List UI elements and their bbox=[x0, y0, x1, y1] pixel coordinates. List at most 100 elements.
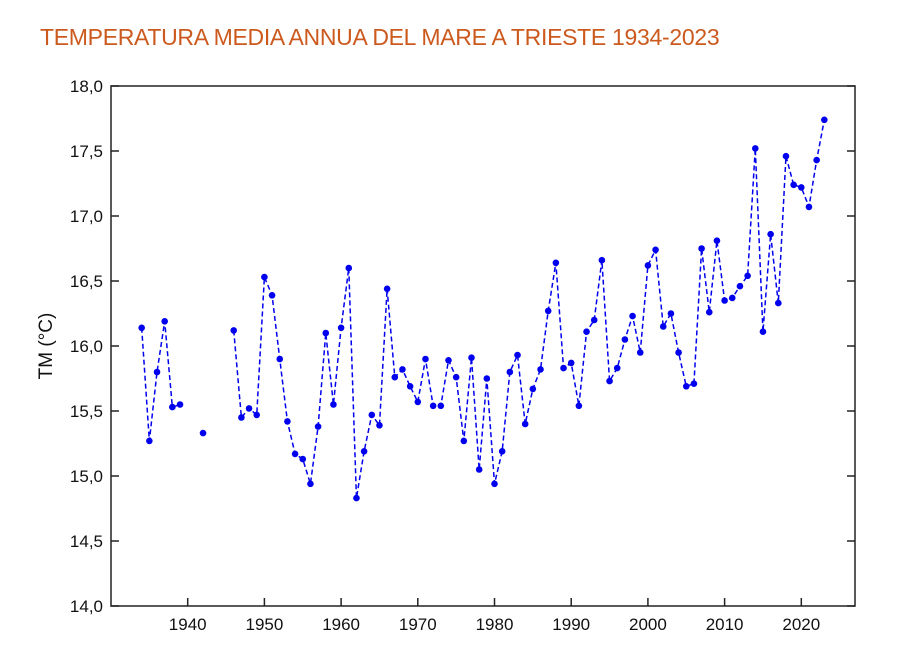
data-point bbox=[437, 402, 445, 410]
data-point bbox=[498, 448, 506, 455]
x-tick-label: 1950 bbox=[245, 615, 283, 634]
data-point bbox=[330, 401, 337, 408]
data-point bbox=[353, 494, 360, 502]
data-point bbox=[805, 203, 813, 211]
data-point bbox=[483, 375, 491, 382]
data-point bbox=[514, 351, 521, 359]
data-point bbox=[621, 336, 629, 343]
data-point bbox=[567, 359, 575, 367]
x-tick-label: 2000 bbox=[629, 615, 667, 634]
y-tick-label: 18,0 bbox=[70, 77, 103, 96]
data-point bbox=[698, 245, 705, 252]
data-point bbox=[774, 299, 782, 307]
data-point bbox=[575, 402, 583, 410]
series-line-segment bbox=[140, 321, 181, 441]
data-point bbox=[629, 312, 636, 320]
data-point bbox=[238, 414, 245, 421]
data-point bbox=[552, 259, 560, 267]
data-point bbox=[245, 405, 253, 412]
data-point bbox=[590, 316, 598, 324]
data-point bbox=[199, 429, 207, 437]
data-point bbox=[506, 368, 514, 376]
data-point bbox=[728, 294, 736, 302]
data-point bbox=[146, 437, 153, 445]
data-point bbox=[322, 329, 330, 337]
data-point bbox=[813, 156, 820, 164]
data-point bbox=[406, 383, 414, 390]
data-point bbox=[705, 308, 713, 316]
data-point bbox=[537, 366, 544, 373]
y-tick-label: 17,0 bbox=[70, 207, 103, 226]
data-point bbox=[383, 285, 391, 293]
data-point bbox=[414, 398, 422, 406]
x-tick-label: 2020 bbox=[782, 615, 820, 634]
data-point bbox=[475, 466, 483, 473]
data-point bbox=[276, 355, 284, 363]
data-point bbox=[169, 403, 176, 411]
data-point bbox=[460, 437, 468, 445]
data-point bbox=[782, 152, 790, 160]
series-line-segment bbox=[232, 119, 826, 499]
data-point bbox=[138, 324, 145, 332]
data-point bbox=[736, 282, 744, 290]
data-point bbox=[644, 262, 652, 269]
data-point bbox=[583, 328, 590, 336]
data-point bbox=[360, 448, 368, 455]
data-point bbox=[713, 237, 721, 244]
data-point bbox=[452, 373, 460, 381]
chart-title: TEMPERATURA MEDIA ANNUA DEL MARE A TRIES… bbox=[40, 24, 720, 50]
data-point bbox=[314, 423, 322, 430]
data-point bbox=[368, 411, 376, 419]
data-point bbox=[299, 455, 307, 463]
data-point bbox=[153, 368, 161, 376]
data-point bbox=[690, 380, 698, 388]
data-point bbox=[176, 401, 184, 408]
y-tick-label: 15,0 bbox=[70, 467, 103, 486]
y-tick-label: 16,5 bbox=[70, 272, 103, 291]
data-point bbox=[230, 327, 238, 334]
plot-frame bbox=[110, 85, 856, 607]
x-tick-label: 1990 bbox=[552, 615, 590, 634]
data-point bbox=[744, 272, 751, 280]
data-point bbox=[284, 418, 291, 425]
data-point bbox=[636, 349, 644, 356]
data-point bbox=[613, 364, 621, 372]
data-point bbox=[491, 480, 498, 488]
y-axis-label: TM (°C) bbox=[36, 313, 57, 380]
data-point bbox=[253, 411, 261, 419]
y-tick-label: 17,5 bbox=[70, 142, 103, 161]
data-point bbox=[291, 450, 299, 458]
data-point bbox=[675, 349, 682, 356]
data-point bbox=[337, 324, 345, 332]
data-point bbox=[468, 354, 475, 362]
data-point bbox=[521, 420, 529, 428]
data-point bbox=[606, 377, 613, 385]
y-tick-label: 14,5 bbox=[70, 532, 103, 551]
x-tick-label: 2010 bbox=[706, 615, 744, 634]
y-tick-label: 16,0 bbox=[70, 337, 103, 356]
data-point bbox=[759, 328, 767, 336]
data-point bbox=[445, 357, 452, 364]
data-point bbox=[261, 273, 268, 281]
data-point bbox=[429, 402, 437, 410]
data-point bbox=[529, 385, 537, 393]
y-tick-label: 15,5 bbox=[70, 402, 103, 421]
data-point bbox=[345, 264, 353, 272]
data-point bbox=[790, 181, 797, 189]
data-point bbox=[268, 292, 276, 299]
data-point bbox=[798, 184, 805, 191]
data-point bbox=[399, 366, 406, 373]
x-tick-label: 1940 bbox=[169, 615, 207, 634]
data-point bbox=[767, 230, 774, 238]
data-point bbox=[598, 256, 606, 264]
data-point bbox=[821, 116, 828, 124]
data-point bbox=[721, 297, 728, 304]
data-point bbox=[307, 480, 314, 488]
data-point bbox=[560, 364, 567, 372]
x-tick-label: 1980 bbox=[476, 615, 514, 634]
data-point bbox=[376, 422, 383, 429]
data-point bbox=[682, 383, 690, 390]
x-tick-label: 1960 bbox=[322, 615, 360, 634]
y-tick-label: 14,0 bbox=[70, 597, 103, 616]
